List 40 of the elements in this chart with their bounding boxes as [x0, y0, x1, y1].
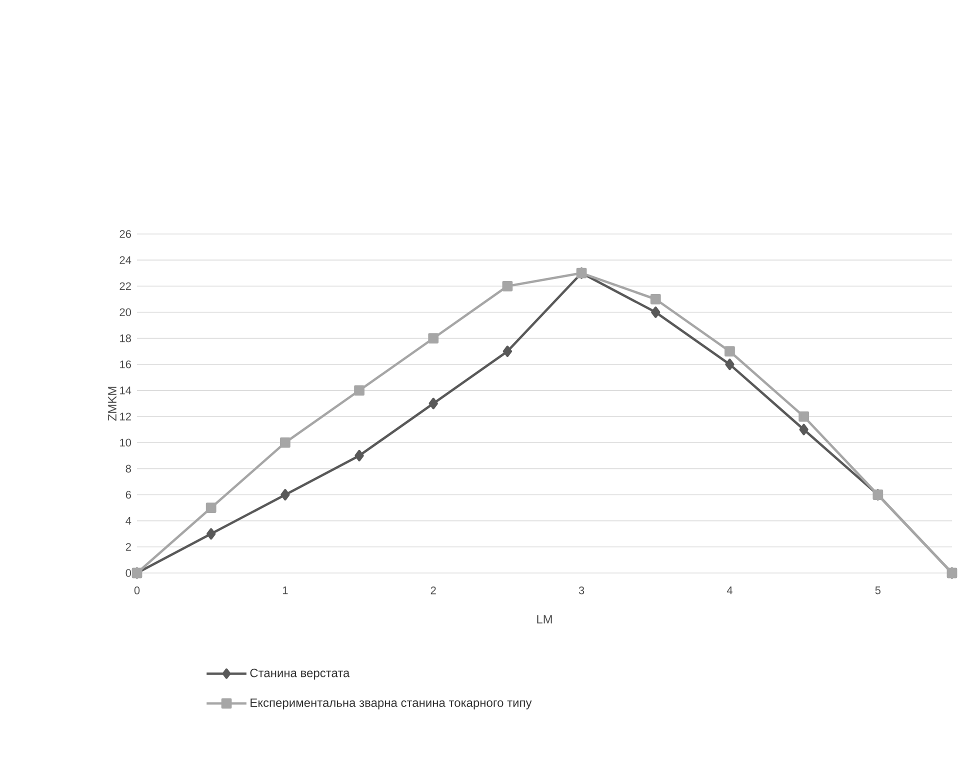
point	[428, 333, 439, 344]
y-tick-label: 4	[126, 517, 132, 525]
point	[354, 385, 364, 396]
y-axis-title: ZMKM	[108, 386, 116, 421]
point	[206, 528, 216, 540]
point	[428, 398, 438, 410]
y-tick-label: 26	[120, 230, 131, 238]
y-tick-label: 24	[120, 256, 132, 264]
point	[206, 502, 216, 513]
point	[798, 411, 810, 422]
point	[725, 358, 734, 370]
y-tick-label: 20	[120, 308, 132, 316]
point	[354, 450, 364, 462]
x-axis-title: LM	[537, 615, 552, 624]
point	[650, 294, 661, 304]
y-tick-label: 8	[126, 464, 131, 473]
point	[502, 346, 512, 358]
y-tick-label: 22	[120, 282, 131, 290]
x-tick-label: 4	[726, 586, 732, 594]
point	[502, 280, 513, 292]
y-tick-label: 14	[120, 386, 132, 394]
y-tick-label: 0	[126, 569, 132, 577]
y-tick-label: 12	[120, 412, 131, 420]
x-tick-label: 1	[282, 586, 288, 594]
y-tick-label: 10	[120, 438, 132, 446]
y-tick-label: 2	[126, 543, 131, 551]
point	[280, 489, 290, 500]
legend-label: Станина верстата	[250, 668, 350, 680]
y-tick-label: 18	[120, 334, 131, 342]
x-tick-label: 3	[578, 586, 584, 594]
y-tick-label: 6	[126, 490, 131, 499]
point	[724, 346, 735, 357]
point	[280, 437, 290, 448]
y-tick-label: 16	[120, 360, 131, 368]
point	[651, 306, 660, 318]
x-tick-label: 5	[875, 586, 880, 594]
legend-label: Експериментальна зварна станина токарного типу	[250, 698, 532, 710]
x-tick-label: 2	[430, 586, 436, 594]
x-tick-label: 0	[134, 586, 140, 594]
point	[799, 424, 808, 436]
